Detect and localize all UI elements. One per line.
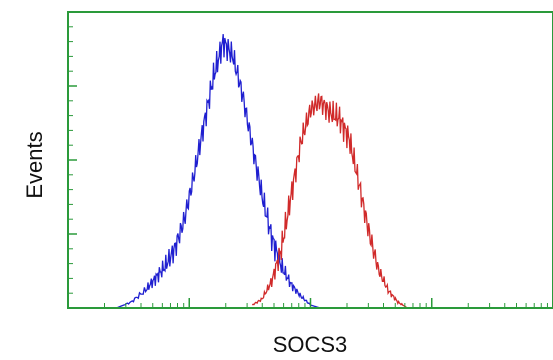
x-axis-ticks [67, 298, 553, 308]
histogram-series-2 [251, 93, 408, 309]
series-layer [116, 34, 408, 309]
histogram-series-1 [116, 34, 321, 309]
y-axis-ticks [68, 11, 77, 309]
x-axis-label: SOCS3 [273, 332, 348, 357]
y-axis-label: Events [22, 131, 47, 198]
